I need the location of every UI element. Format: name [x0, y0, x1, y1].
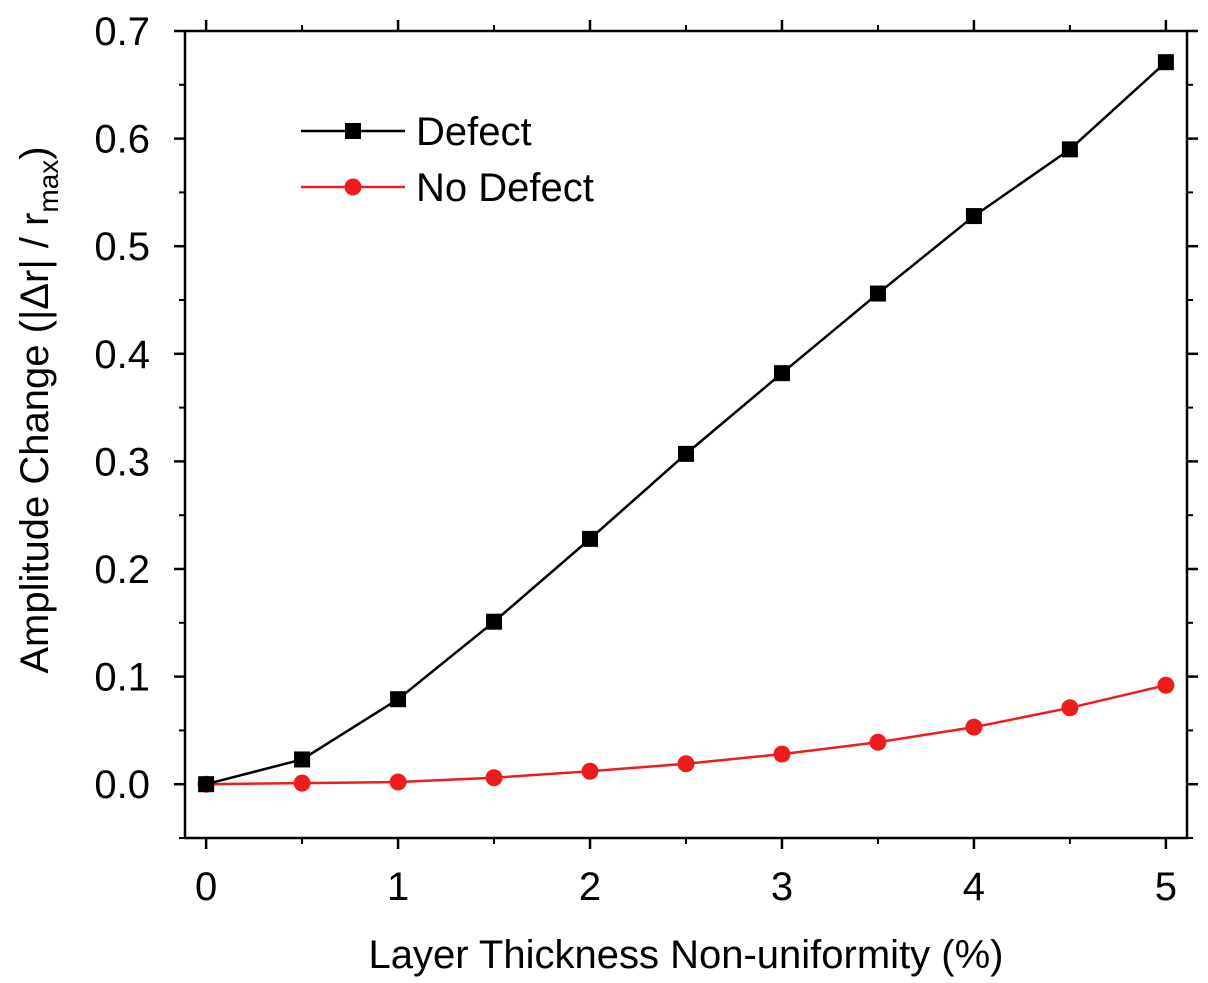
x-tick-label: 1 — [387, 865, 409, 909]
data-point-no-defect — [773, 745, 791, 763]
y-label-subscript: max — [33, 160, 64, 213]
data-point-no-defect — [965, 718, 983, 736]
y-tick-label: 0.5 — [94, 225, 150, 269]
y-tick-label: 0.3 — [94, 440, 150, 484]
data-point-no-defect — [581, 762, 599, 780]
y-tick-label: 0.6 — [94, 118, 150, 162]
y-label-abs-open: | — [13, 310, 57, 320]
data-point-defect — [773, 365, 790, 382]
legend-label-no-defect: No Defect — [416, 166, 594, 210]
data-point-defect — [198, 776, 215, 793]
data-point-defect — [965, 208, 982, 225]
data-point-defect — [294, 751, 311, 768]
y-tick-label: 0.0 — [94, 763, 150, 807]
legend: Defect No Defect — [301, 110, 594, 210]
plot-frame — [183, 29, 1189, 840]
legend-marker-defect — [345, 123, 361, 139]
legend-marker-no-defect — [344, 178, 362, 196]
tick-labels: 0 1 2 3 4 5 0.0 0.1 0.2 0.3 0.4 0.5 0.6 0.7 — [94, 10, 1177, 909]
data-point-no-defect — [293, 774, 311, 792]
x-tick-label: 4 — [963, 865, 985, 909]
x-tick-label: 3 — [771, 865, 793, 909]
x-tick-label: 2 — [579, 865, 601, 909]
data-point-defect — [582, 530, 599, 547]
y-label-delta: Δr — [13, 270, 57, 310]
y-axis-label: Amplitude Change (|Δr| / rmax) — [13, 146, 64, 673]
y-label-abs-close: | — [13, 259, 57, 269]
y-tick-label: 0.7 — [94, 10, 150, 54]
y-label-slash: / r — [13, 213, 57, 260]
axis-ticks — [174, 20, 1198, 849]
x-tick-label: 0 — [195, 865, 217, 909]
series-line-defect — [205, 61, 1167, 786]
data-point-no-defect — [1157, 676, 1175, 694]
data-point-defect — [390, 691, 407, 708]
data-point-defect — [869, 285, 886, 302]
series-layer — [197, 54, 1175, 793]
y-label-close: ) — [13, 146, 57, 159]
y-tick-label: 0.2 — [94, 548, 150, 592]
data-point-no-defect — [869, 733, 887, 751]
legend-label-defect: Defect — [416, 110, 532, 154]
data-point-defect — [1157, 54, 1174, 71]
data-point-defect — [1061, 141, 1078, 158]
data-point-defect — [678, 445, 694, 462]
x-tick-label: 5 — [1155, 865, 1177, 909]
data-point-no-defect — [677, 755, 695, 773]
data-point-defect — [486, 613, 503, 630]
y-tick-label: 0.1 — [94, 656, 150, 700]
data-point-no-defect — [389, 773, 407, 791]
data-point-no-defect — [1061, 699, 1079, 717]
y-label-main: Amplitude Change ( — [13, 319, 57, 673]
data-point-no-defect — [485, 769, 503, 787]
y-tick-label: 0.4 — [94, 333, 150, 377]
x-axis-label: Layer Thickness Non-uniformity (%) — [368, 933, 1003, 977]
